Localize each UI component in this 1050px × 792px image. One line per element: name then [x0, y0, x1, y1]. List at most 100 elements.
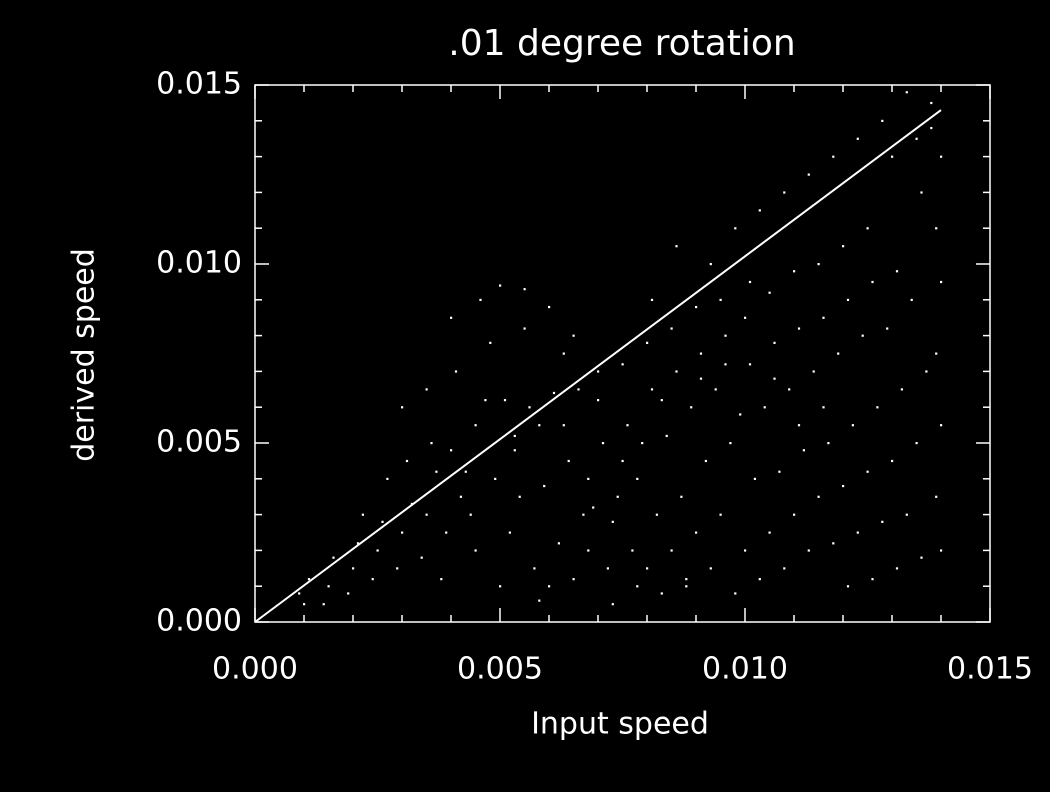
point — [543, 484, 546, 488]
point — [484, 399, 487, 402]
point — [783, 567, 786, 570]
plot-frame — [254, 84, 991, 623]
point — [670, 327, 673, 330]
point — [685, 585, 688, 588]
point — [788, 388, 791, 391]
point — [650, 388, 654, 391]
point — [641, 442, 644, 445]
point — [508, 531, 511, 534]
x-axis-label: Input speed — [531, 707, 709, 742]
point — [440, 578, 443, 581]
point — [900, 388, 903, 391]
point — [401, 531, 404, 534]
point — [592, 506, 595, 509]
point — [797, 327, 801, 330]
point — [763, 406, 766, 409]
point — [690, 406, 693, 409]
point — [636, 585, 639, 588]
point — [699, 352, 703, 355]
point — [851, 424, 854, 427]
point — [464, 470, 467, 473]
point — [846, 585, 850, 588]
point — [347, 592, 350, 595]
point — [660, 592, 663, 595]
point — [793, 513, 796, 516]
point — [401, 406, 404, 409]
point — [822, 406, 825, 409]
point — [920, 556, 923, 559]
point — [739, 413, 742, 416]
point — [445, 531, 448, 534]
point — [778, 470, 781, 473]
point — [695, 531, 698, 534]
point — [513, 434, 516, 438]
point — [832, 155, 835, 158]
point — [709, 263, 712, 266]
point — [435, 470, 438, 473]
point — [548, 585, 551, 588]
point — [611, 603, 614, 606]
point — [940, 424, 943, 427]
point — [817, 263, 820, 266]
point — [748, 363, 752, 366]
point — [719, 298, 722, 301]
point — [450, 316, 453, 319]
point — [714, 388, 717, 391]
point — [891, 459, 894, 463]
point — [450, 449, 453, 452]
point — [724, 334, 727, 337]
point — [866, 470, 869, 473]
point — [567, 459, 570, 463]
point — [675, 370, 678, 373]
point — [513, 449, 516, 452]
point — [817, 495, 820, 498]
y-axis-label: derived speed — [67, 248, 102, 462]
point — [548, 305, 551, 309]
point — [577, 388, 580, 391]
point — [768, 531, 771, 534]
point — [474, 549, 477, 552]
point — [807, 173, 810, 176]
point — [940, 155, 943, 158]
point — [303, 603, 306, 606]
point — [680, 495, 683, 498]
point — [866, 227, 869, 230]
point — [494, 477, 497, 480]
point — [744, 549, 747, 552]
point — [783, 191, 786, 194]
point — [748, 280, 752, 284]
x-tick-label: 0.015 — [947, 652, 1033, 687]
point — [822, 316, 825, 319]
point — [376, 549, 379, 552]
y-tick-label: 0.015 — [156, 67, 242, 102]
point — [523, 288, 526, 291]
point — [621, 363, 624, 366]
point — [915, 442, 918, 445]
point — [871, 280, 874, 284]
point — [538, 424, 541, 427]
point — [499, 585, 502, 588]
point — [616, 495, 619, 498]
y-tick-label: 0.010 — [156, 246, 242, 281]
point — [503, 399, 507, 402]
point — [660, 399, 663, 402]
point — [675, 245, 678, 248]
point — [876, 406, 879, 409]
line — [254, 109, 942, 623]
point — [650, 298, 654, 301]
point — [768, 291, 771, 294]
point — [886, 327, 889, 330]
point — [773, 377, 776, 380]
point — [523, 327, 526, 330]
point — [611, 520, 614, 523]
point — [420, 556, 423, 559]
point — [881, 119, 884, 122]
y-tick-label: 0.000 — [156, 604, 242, 639]
point — [905, 513, 908, 516]
point — [454, 370, 458, 373]
point — [479, 298, 482, 301]
point — [871, 578, 874, 581]
point — [474, 424, 477, 427]
